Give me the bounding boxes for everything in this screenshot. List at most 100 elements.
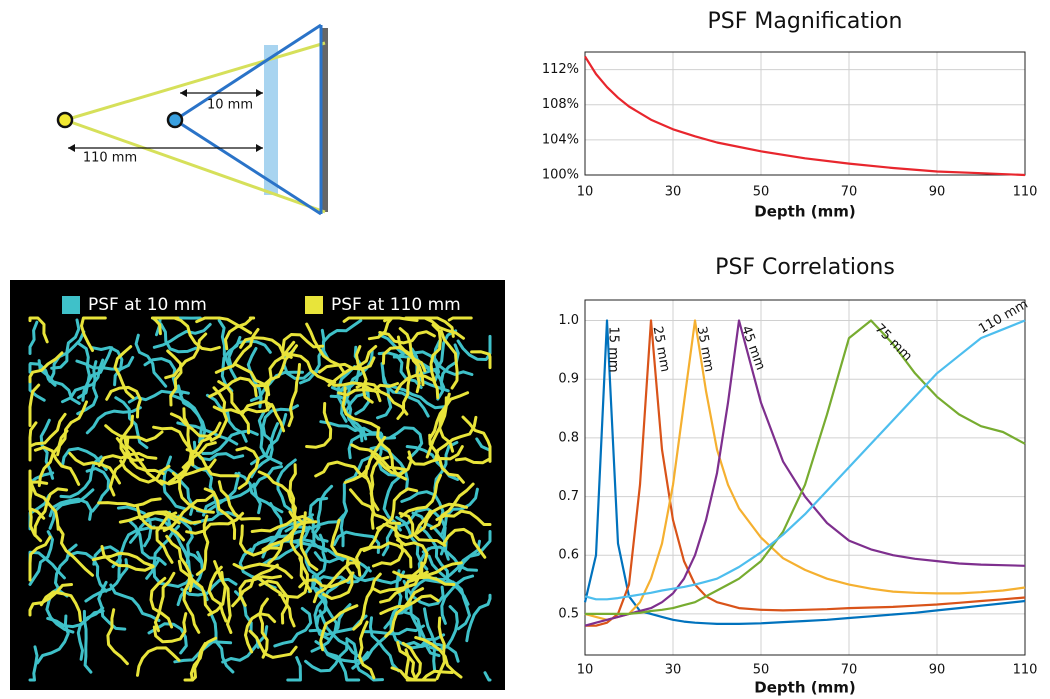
psf-stroke — [439, 329, 459, 390]
psf-stroke — [440, 574, 475, 625]
psf-stroke — [232, 562, 294, 580]
psf-stroke — [273, 606, 313, 648]
psf-stroke — [169, 412, 222, 438]
psf-stroke — [429, 482, 475, 531]
psf-stroke — [238, 574, 282, 607]
psf-stroke — [435, 509, 492, 526]
psf-stroke — [115, 437, 165, 476]
psf-stroke — [28, 535, 52, 582]
psf-stroke — [382, 475, 402, 532]
psf-stroke — [318, 356, 376, 374]
psf-stroke — [152, 612, 188, 644]
psf-stroke — [370, 450, 413, 476]
y-tick-label: 0.9 — [558, 372, 579, 387]
data-line — [584, 55, 1026, 177]
psf-stroke — [162, 493, 215, 533]
series-label: 15 mm — [606, 327, 621, 373]
legend-label: PSF at 110 mm — [331, 295, 461, 315]
psf-stroke — [308, 614, 368, 637]
plot-frame — [584, 299, 1026, 656]
psf-stroke — [92, 545, 122, 580]
psf-stroke — [152, 317, 198, 354]
psf-stroke — [381, 346, 427, 373]
psf-stroke — [37, 429, 69, 488]
psf-stroke — [256, 576, 296, 628]
psf-stroke — [287, 363, 301, 428]
psf-stroke — [266, 340, 296, 397]
distance-label: 110 mm — [83, 151, 137, 166]
psf-stroke — [155, 511, 178, 564]
ray — [174, 118, 322, 216]
y-tick-label: 1.0 — [558, 313, 579, 328]
psf-stroke — [166, 349, 183, 407]
psf-stroke — [286, 656, 302, 682]
legend-swatch — [62, 296, 80, 314]
psf-stroke — [84, 558, 129, 603]
y-tick-label: 0.6 — [558, 548, 579, 563]
psf-stroke — [332, 530, 381, 554]
psf-stroke — [318, 609, 362, 659]
psf-stroke — [355, 345, 374, 404]
psf-stroke — [384, 587, 425, 638]
series-label: 45 mm — [738, 324, 768, 372]
psf-stroke — [153, 571, 176, 633]
psf-stroke — [281, 351, 337, 384]
psf-stroke — [127, 518, 167, 566]
x-tick-label: 70 — [841, 663, 858, 678]
psf-stroke — [33, 445, 81, 486]
psf-stroke — [56, 400, 88, 457]
psf-stroke — [465, 593, 492, 643]
psf-stroke — [483, 671, 492, 682]
psf-stroke — [398, 511, 447, 547]
psf-stroke — [48, 330, 86, 383]
distance-label: 10 mm — [207, 98, 253, 113]
psf-stroke — [177, 559, 213, 614]
psf-stroke — [252, 344, 298, 388]
psf-stroke — [109, 583, 161, 622]
mask — [264, 45, 278, 195]
series-label: 110 mm — [976, 297, 1031, 337]
psf-stroke — [111, 525, 156, 569]
psf-stroke — [134, 333, 168, 388]
psf-stroke — [244, 612, 277, 654]
psf-stroke — [28, 476, 60, 531]
psf-stroke — [185, 511, 245, 535]
x-tick-label: 10 — [577, 663, 594, 678]
psf-stroke — [398, 327, 425, 387]
y-tick-label: 0.7 — [558, 489, 579, 504]
psf-stroke — [378, 330, 436, 345]
x-tick-label: 90 — [929, 185, 946, 200]
psf-stroke — [28, 645, 39, 682]
y-tick-label: 108% — [542, 97, 579, 112]
psf-stroke — [136, 646, 181, 677]
psf-stroke — [67, 550, 108, 593]
x-tick-label: 30 — [665, 663, 682, 678]
psf-stroke — [261, 404, 299, 443]
psf-stroke — [36, 614, 70, 665]
psf-stroke — [28, 320, 39, 355]
psf-stroke — [428, 391, 470, 440]
psf-stroke — [106, 608, 129, 666]
x-tick-label: 110 — [1013, 663, 1038, 678]
x-tick-label: 50 — [753, 663, 770, 678]
psf-stroke — [139, 510, 202, 525]
psf-stroke — [400, 609, 441, 658]
psf-stroke — [298, 571, 355, 589]
psf-stroke — [432, 339, 474, 376]
psf-stroke — [322, 557, 354, 600]
psf-stroke — [28, 477, 49, 485]
data-line — [583, 319, 1026, 625]
psf-stroke — [257, 470, 297, 519]
psf-stroke — [337, 382, 400, 397]
psf-stroke — [376, 487, 419, 530]
psf-stroke — [343, 436, 387, 484]
psf-stroke — [185, 448, 240, 478]
psf-stroke — [396, 538, 429, 577]
psf-stroke — [149, 576, 174, 629]
psf-pattern — [28, 316, 492, 682]
psf-stroke — [80, 316, 107, 352]
psf-stroke — [195, 514, 210, 576]
psf-stroke — [369, 445, 409, 491]
legend-label: PSF at 10 mm — [88, 295, 207, 315]
psf-stroke — [50, 318, 81, 370]
